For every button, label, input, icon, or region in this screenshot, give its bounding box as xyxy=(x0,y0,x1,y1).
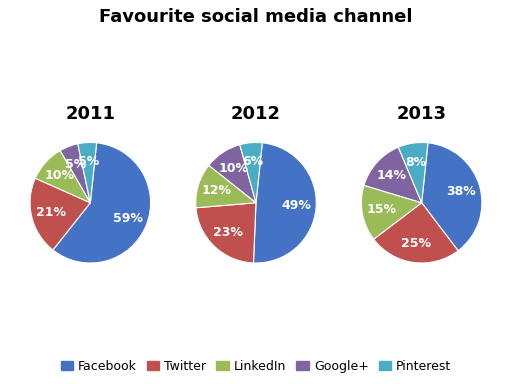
Text: 25%: 25% xyxy=(401,237,431,250)
Text: 14%: 14% xyxy=(376,169,406,182)
Text: 15%: 15% xyxy=(366,204,396,217)
Title: 2013: 2013 xyxy=(397,105,446,123)
Wedge shape xyxy=(209,145,256,203)
Text: 10%: 10% xyxy=(218,162,248,175)
Text: 5%: 5% xyxy=(77,155,99,168)
Wedge shape xyxy=(60,144,90,203)
Wedge shape xyxy=(240,142,262,203)
Wedge shape xyxy=(30,178,90,250)
Wedge shape xyxy=(364,147,422,203)
Text: 23%: 23% xyxy=(212,226,243,239)
Wedge shape xyxy=(361,185,422,239)
Text: 8%: 8% xyxy=(405,156,426,169)
Text: 59%: 59% xyxy=(113,212,143,225)
Legend: Facebook, Twitter, LinkedIn, Google+, Pinterest: Facebook, Twitter, LinkedIn, Google+, Pi… xyxy=(56,355,456,378)
Text: 21%: 21% xyxy=(35,206,66,219)
Wedge shape xyxy=(422,143,482,251)
Text: 49%: 49% xyxy=(282,199,312,212)
Wedge shape xyxy=(53,143,151,263)
Text: Favourite social media channel: Favourite social media channel xyxy=(99,8,413,26)
Wedge shape xyxy=(374,203,458,263)
Wedge shape xyxy=(196,165,256,208)
Wedge shape xyxy=(78,142,97,203)
Wedge shape xyxy=(196,203,256,263)
Text: 10%: 10% xyxy=(45,169,75,182)
Text: 5%: 5% xyxy=(65,158,86,171)
Title: 2011: 2011 xyxy=(66,105,115,123)
Text: 12%: 12% xyxy=(202,184,232,197)
Text: 38%: 38% xyxy=(446,185,476,198)
Wedge shape xyxy=(35,151,90,203)
Title: 2012: 2012 xyxy=(231,105,281,123)
Text: 6%: 6% xyxy=(242,156,263,169)
Wedge shape xyxy=(253,143,316,263)
Wedge shape xyxy=(398,142,428,203)
